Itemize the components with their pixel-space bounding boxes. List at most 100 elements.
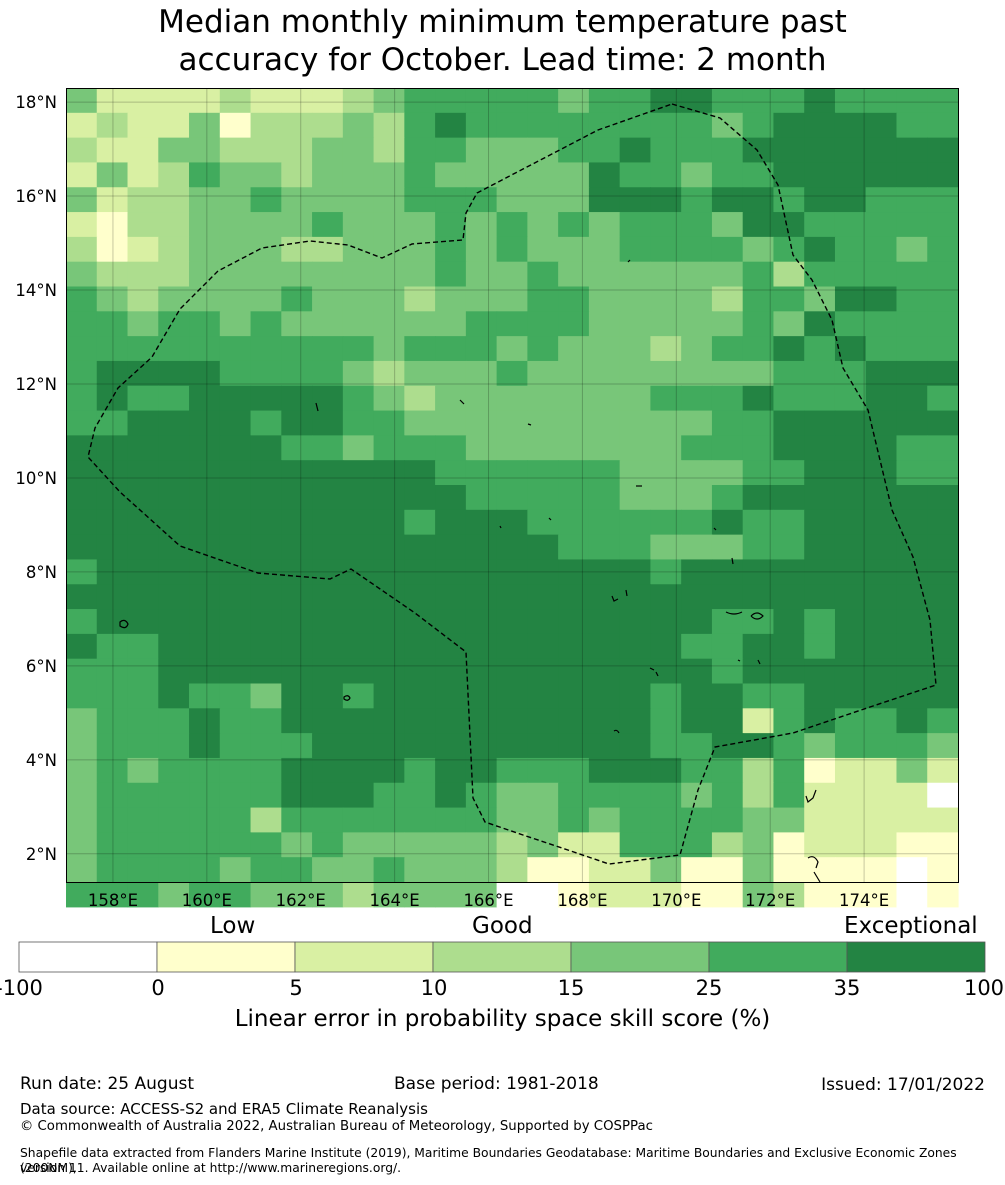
skill-cell	[742, 112, 775, 139]
skill-cell	[281, 832, 313, 858]
skill-cell	[127, 385, 159, 412]
skill-cell	[281, 683, 313, 709]
skill-cell	[373, 757, 405, 784]
skill-cell	[742, 435, 775, 461]
skill-cell	[527, 112, 559, 139]
skill-cell	[804, 832, 836, 858]
skill-cell	[896, 311, 928, 337]
skill-cell	[250, 733, 282, 759]
skill-cell	[742, 485, 775, 511]
skill-cell	[865, 187, 898, 213]
skill-cell	[96, 782, 129, 809]
skill-cell	[650, 534, 682, 561]
skill-cell	[742, 212, 775, 238]
skill-cell	[373, 137, 405, 164]
skill-cell	[650, 807, 682, 833]
skill-cell	[496, 857, 528, 883]
chart-title-line-1: Median monthly minimum temperature past	[158, 4, 847, 40]
skill-cell	[404, 807, 436, 833]
skill-cell	[804, 137, 836, 164]
skill-cell	[865, 112, 898, 139]
skill-cell	[66, 633, 98, 660]
skill-cell	[742, 683, 775, 709]
skill-cell	[558, 112, 590, 139]
longitude-tick-label: 160°E	[182, 891, 232, 910]
skill-cell	[896, 162, 928, 188]
skill-cell	[650, 286, 682, 312]
skill-cell	[527, 882, 559, 908]
skill-cell	[373, 385, 405, 412]
skill-cell	[619, 311, 652, 337]
skill-cell	[342, 807, 375, 833]
skill-cell	[250, 658, 282, 685]
skill-cell	[927, 832, 959, 858]
skill-cell	[681, 137, 713, 164]
skill-cell	[158, 609, 190, 635]
skill-cell	[834, 460, 867, 486]
skill-cell	[127, 832, 159, 858]
skill-cell	[681, 261, 713, 288]
skill-cell	[435, 857, 467, 883]
skill-cell	[312, 882, 344, 908]
colorbar-label: Linear error in probability space skill …	[234, 1006, 771, 1032]
skill-cell	[342, 708, 375, 734]
skill-cell	[865, 236, 898, 263]
skill-cell	[435, 162, 467, 188]
skill-cell	[896, 832, 928, 858]
skill-cell	[312, 311, 344, 337]
skill-cell	[250, 782, 282, 809]
skill-cell	[342, 261, 375, 288]
skill-cell	[865, 757, 898, 784]
skill-cell	[619, 435, 652, 461]
skill-cell	[158, 212, 190, 238]
skill-cell	[281, 633, 313, 660]
skill-cell	[773, 435, 805, 461]
skill-cell	[650, 584, 682, 610]
skill-cell	[834, 162, 867, 188]
skill-cell	[681, 336, 713, 362]
skill-cell	[96, 311, 129, 337]
skill-cell	[127, 286, 159, 312]
skill-cell	[219, 286, 252, 312]
skill-cell	[496, 137, 528, 164]
skill-cell	[250, 286, 282, 312]
skill-cell	[681, 311, 713, 337]
skill-cell	[804, 658, 836, 685]
skill-cell	[588, 534, 621, 561]
skill-cell	[435, 460, 467, 486]
skill-cell	[435, 609, 467, 635]
skill-cell	[773, 509, 805, 536]
skill-cell	[66, 832, 98, 858]
skill-cell	[373, 336, 405, 362]
skill-cell	[588, 584, 621, 610]
skill-cell	[588, 882, 621, 908]
skill-cell	[465, 137, 498, 164]
skill-cell	[496, 534, 528, 561]
skill-cell	[619, 708, 652, 734]
skill-cell	[588, 658, 621, 685]
skill-cell	[527, 435, 559, 461]
skill-cell	[681, 88, 713, 114]
skill-cell	[527, 261, 559, 288]
skill-cell	[711, 757, 744, 784]
skill-cell	[804, 336, 836, 362]
colorbar-swatch	[846, 941, 986, 973]
skill-cell	[681, 112, 713, 139]
skill-cell	[558, 385, 590, 412]
skill-cell	[558, 261, 590, 288]
skill-cell	[96, 658, 129, 685]
longitude-tick-label: 172°E	[745, 891, 795, 910]
skill-cell	[619, 509, 652, 536]
skill-cell	[804, 857, 836, 883]
skill-cell	[558, 311, 590, 337]
skill-cell	[158, 460, 190, 486]
skill-cell	[681, 658, 713, 685]
skill-cell	[496, 683, 528, 709]
skill-cell	[158, 584, 190, 610]
skill-cell	[158, 311, 190, 337]
skill-cell	[435, 360, 467, 387]
skill-cell	[773, 782, 805, 809]
skill-cell	[711, 460, 744, 486]
skill-cell	[711, 187, 744, 213]
skill-cell	[865, 88, 898, 114]
